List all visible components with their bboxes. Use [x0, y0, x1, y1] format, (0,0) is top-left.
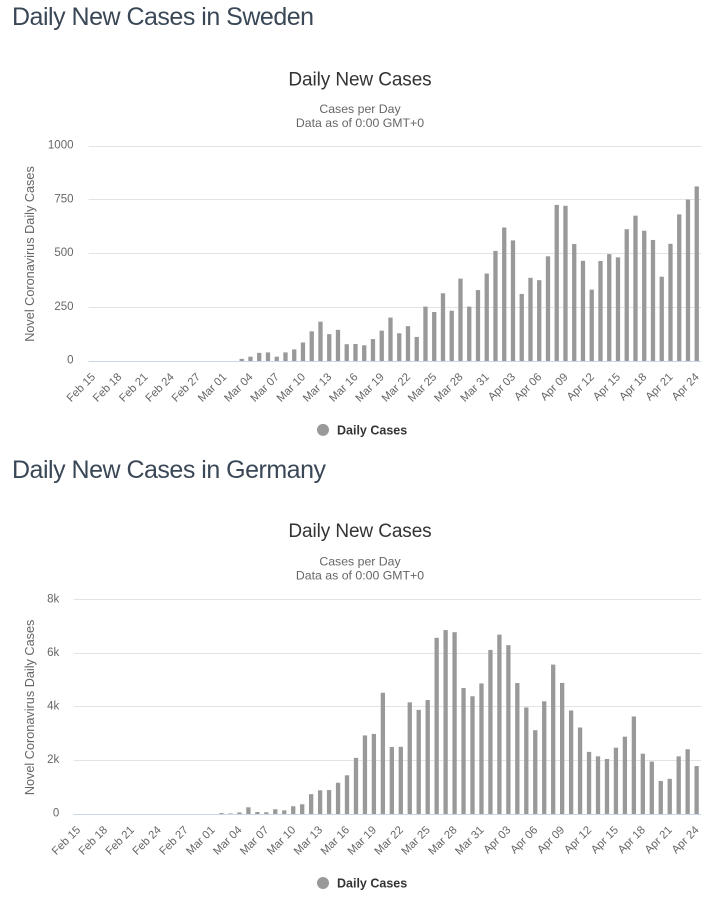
svg-text:6k: 6k [47, 647, 59, 659]
svg-text:Novel Coronavirus Daily Cases: Novel Coronavirus Daily Cases [23, 620, 37, 796]
svg-text:Daily Cases: Daily Cases [337, 423, 407, 437]
svg-text:Daily New Cases: Daily New Cases [288, 521, 431, 542]
svg-text:2k: 2k [47, 754, 59, 766]
svg-text:Daily New Cases: Daily New Cases [288, 70, 431, 91]
svg-text:0: 0 [53, 808, 59, 820]
svg-text:Novel Coronavirus Daily Cases: Novel Coronavirus Daily Cases [23, 166, 37, 342]
svg-text:1000: 1000 [48, 140, 74, 152]
svg-text:Cases per Day: Cases per Day [319, 102, 401, 116]
svg-text:4k: 4k [47, 701, 59, 713]
svg-text:250: 250 [54, 301, 73, 313]
svg-text:Data as of 0:00 GMT+0: Data as of 0:00 GMT+0 [296, 116, 424, 130]
svg-text:0: 0 [67, 355, 73, 367]
svg-text:500: 500 [54, 247, 73, 259]
svg-text:Daily New Cases in Germany: Daily New Cases in Germany [12, 456, 326, 484]
svg-text:Cases per Day: Cases per Day [319, 554, 401, 568]
svg-text:Daily New Cases in Sweden: Daily New Cases in Sweden [12, 3, 314, 31]
svg-text:Daily Cases: Daily Cases [337, 877, 407, 891]
svg-text:8k: 8k [47, 593, 59, 605]
svg-text:Data as of 0:00 GMT+0: Data as of 0:00 GMT+0 [296, 568, 424, 582]
svg-text:750: 750 [54, 193, 73, 205]
